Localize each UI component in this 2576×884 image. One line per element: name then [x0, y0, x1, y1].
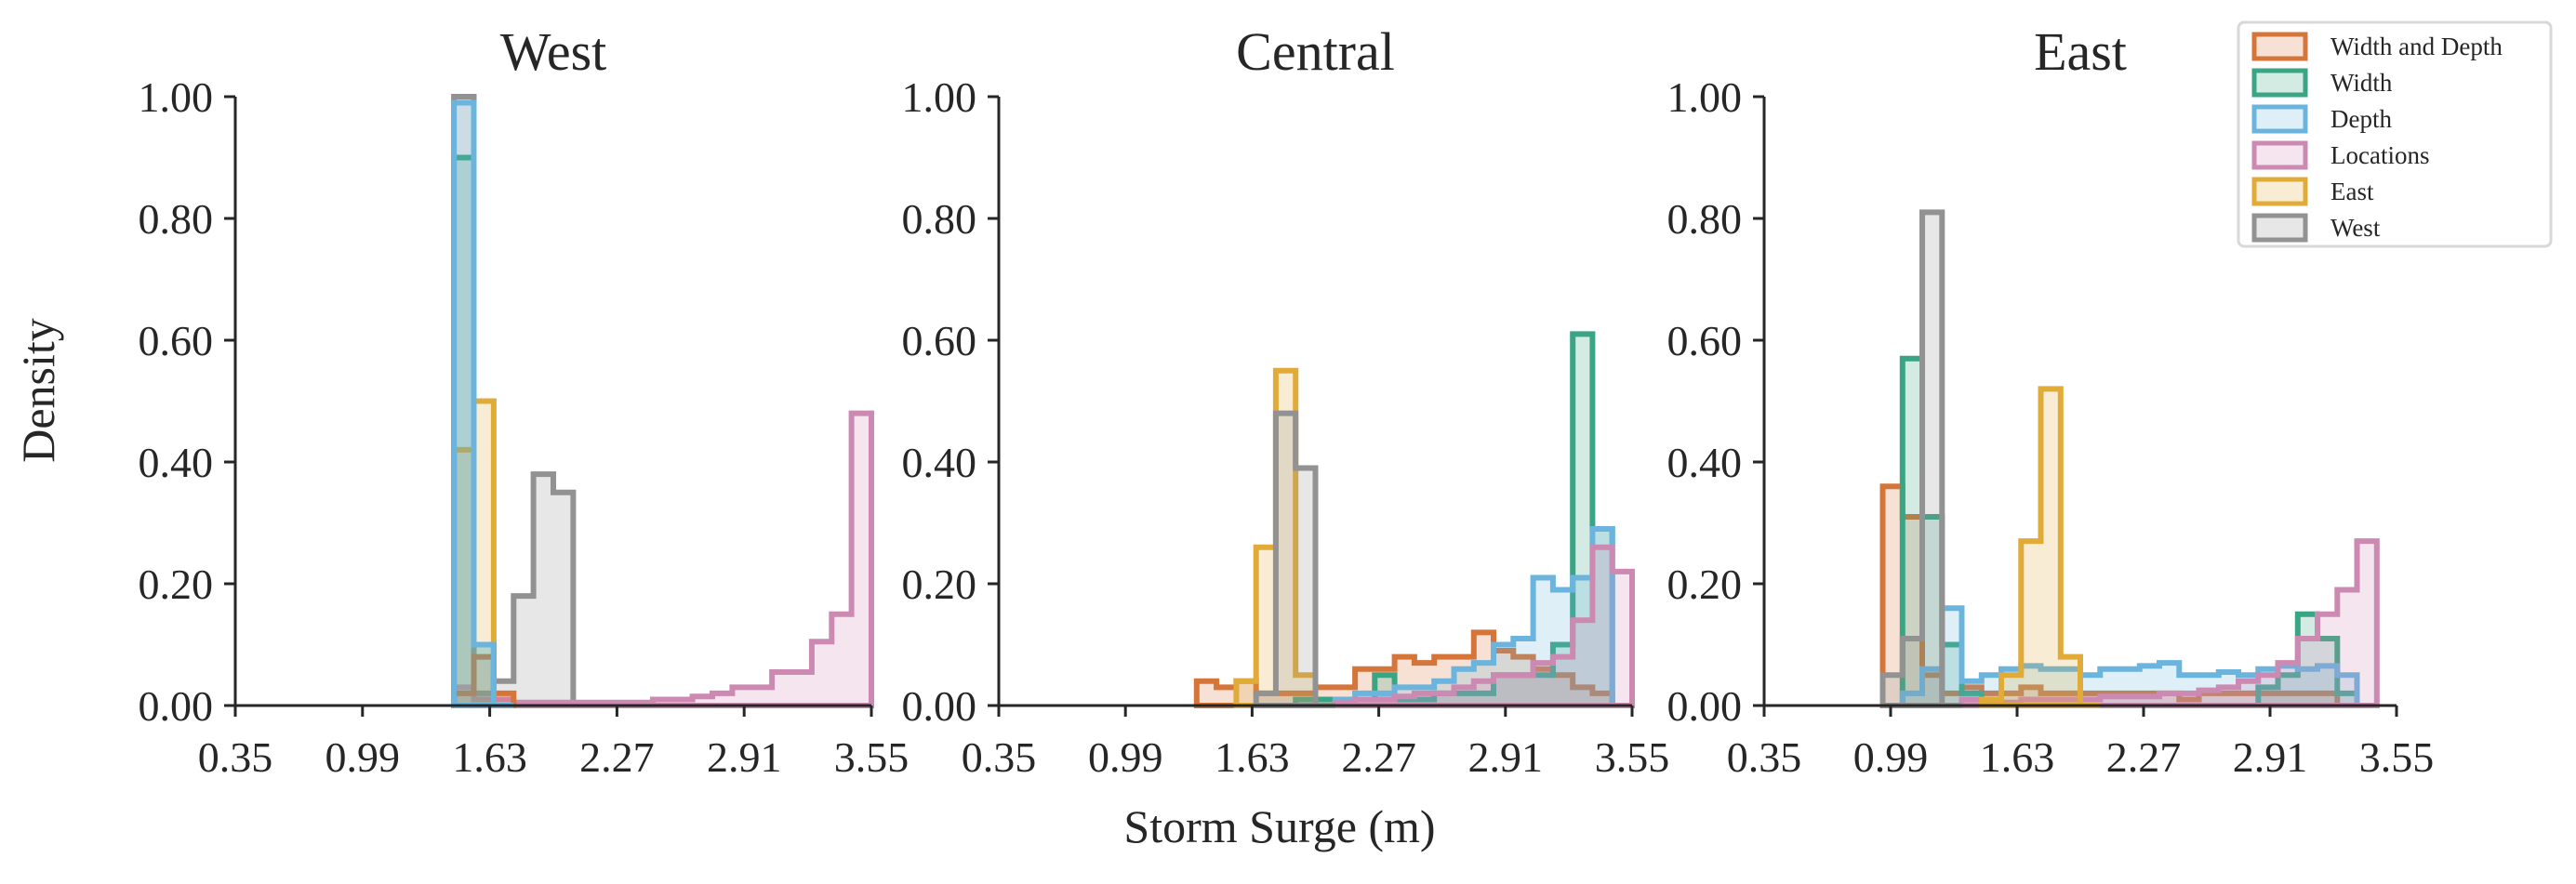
legend-swatch-depth: [2251, 104, 2308, 134]
legend-label-width-and-depth: Width and Depth: [2330, 33, 2503, 60]
legend-swatch-east: [2251, 177, 2308, 206]
legend-swatch-width: [2251, 68, 2308, 98]
panel-title-west: West: [500, 21, 607, 82]
x-tick-label-central: 2.91: [1468, 733, 1544, 781]
y-axis-label: Density: [12, 318, 64, 463]
y-tick-label-west: 0.80: [139, 195, 214, 243]
histogram-locations-east: [1959, 538, 2380, 708]
panel-title-east: East: [2034, 21, 2127, 82]
panels: West 0.00 0.20 0.40 0.60 0.80 1.00 0.35 0.99 1.63…: [139, 21, 2435, 781]
legend-label-locations: Locations: [2330, 141, 2429, 169]
histogram-east-east: [1978, 386, 2101, 708]
x-tick-label-west: 2.91: [707, 733, 782, 781]
x-tick-label-central: 1.63: [1215, 733, 1290, 781]
y-tick-label-west: 0.40: [139, 439, 214, 486]
x-tick-label-west: 3.55: [834, 733, 910, 781]
x-tick-label-east: 0.35: [1727, 733, 1802, 781]
y-tick-label-east: 0.60: [1667, 317, 1743, 364]
x-tick-label-east: 2.27: [2106, 733, 2182, 781]
x-tick-label-west: 1.63: [452, 733, 527, 781]
legend-frame: [2237, 20, 2553, 248]
legend-swatch-locations: [2251, 140, 2308, 170]
histogram-width-and-depth-east: [1879, 483, 2341, 708]
x-tick-label-east: 0.99: [1853, 733, 1929, 781]
histograms-east: [1879, 209, 2380, 708]
y-tick-label-central: 0.60: [902, 317, 977, 364]
y-tick-label-central: 0.00: [902, 682, 977, 730]
x-tick-label-central: 0.35: [962, 733, 1037, 781]
histograms-central: [1193, 331, 1635, 708]
y-tick-label-east: 0.20: [1667, 561, 1743, 608]
legend-label-east: East: [2330, 178, 2374, 205]
x-tick-label-central: 2.27: [1341, 733, 1416, 781]
panel-central: Central 0.00 0.20 0.40 0.60 0.80 1.00 0.35 0.99 1…: [902, 21, 1670, 781]
y-tick-label-east: 1.00: [1667, 73, 1743, 121]
y-tick-label-central: 0.40: [902, 439, 977, 486]
y-tick-label-west: 0.00: [139, 682, 214, 730]
x-tick-label-east: 2.91: [2233, 733, 2308, 781]
x-tick-label-west: 0.99: [325, 733, 401, 781]
legend-swatch-width-and-depth: [2251, 32, 2308, 61]
histogram-width-and-depth-central: [1193, 629, 1615, 708]
y-tick-label-east: 0.80: [1667, 195, 1743, 243]
y-tick-label-central: 0.80: [902, 195, 977, 243]
y-tick-label-central: 1.00: [902, 73, 977, 121]
legend-label-width: Width: [2330, 69, 2393, 97]
histogram-width-east: [1899, 355, 2360, 708]
panel-west: West 0.00 0.20 0.40 0.60 0.80 1.00 0.35 0.99 1.63…: [139, 21, 910, 781]
y-tick-label-west: 0.20: [139, 561, 214, 608]
legend-label-west: West: [2330, 214, 2381, 242]
x-tick-label-east: 1.63: [1980, 733, 2055, 781]
x-tick-label-central: 3.55: [1595, 733, 1670, 781]
x-tick-label-east: 3.55: [2359, 733, 2435, 781]
x-tick-label-west: 2.27: [579, 733, 655, 781]
histograms-west: [451, 94, 874, 708]
histogram-locations-central: [1332, 544, 1635, 708]
x-tick-label-central: 0.99: [1088, 733, 1163, 781]
legend: Width and Depth Width Depth Locations East We…: [2237, 20, 2553, 248]
y-tick-label-west: 0.60: [139, 317, 214, 364]
y-tick-label-west: 1.00: [139, 73, 214, 121]
panel-title-central: Central: [1236, 21, 1395, 82]
legend-swatch-west: [2251, 213, 2308, 243]
legend-label-depth: Depth: [2330, 105, 2392, 133]
y-tick-label-east: 0.00: [1667, 682, 1743, 730]
panel-east: East 0.00 0.20 0.40 0.60 0.80 1.00 0.35 0.99 1.63…: [1667, 21, 2435, 781]
x-tick-label-west: 0.35: [198, 733, 273, 781]
x-axis-label: Storm Surge (m): [1123, 800, 1435, 852]
y-tick-label-central: 0.20: [902, 561, 977, 608]
y-tick-label-east: 0.40: [1667, 439, 1743, 486]
